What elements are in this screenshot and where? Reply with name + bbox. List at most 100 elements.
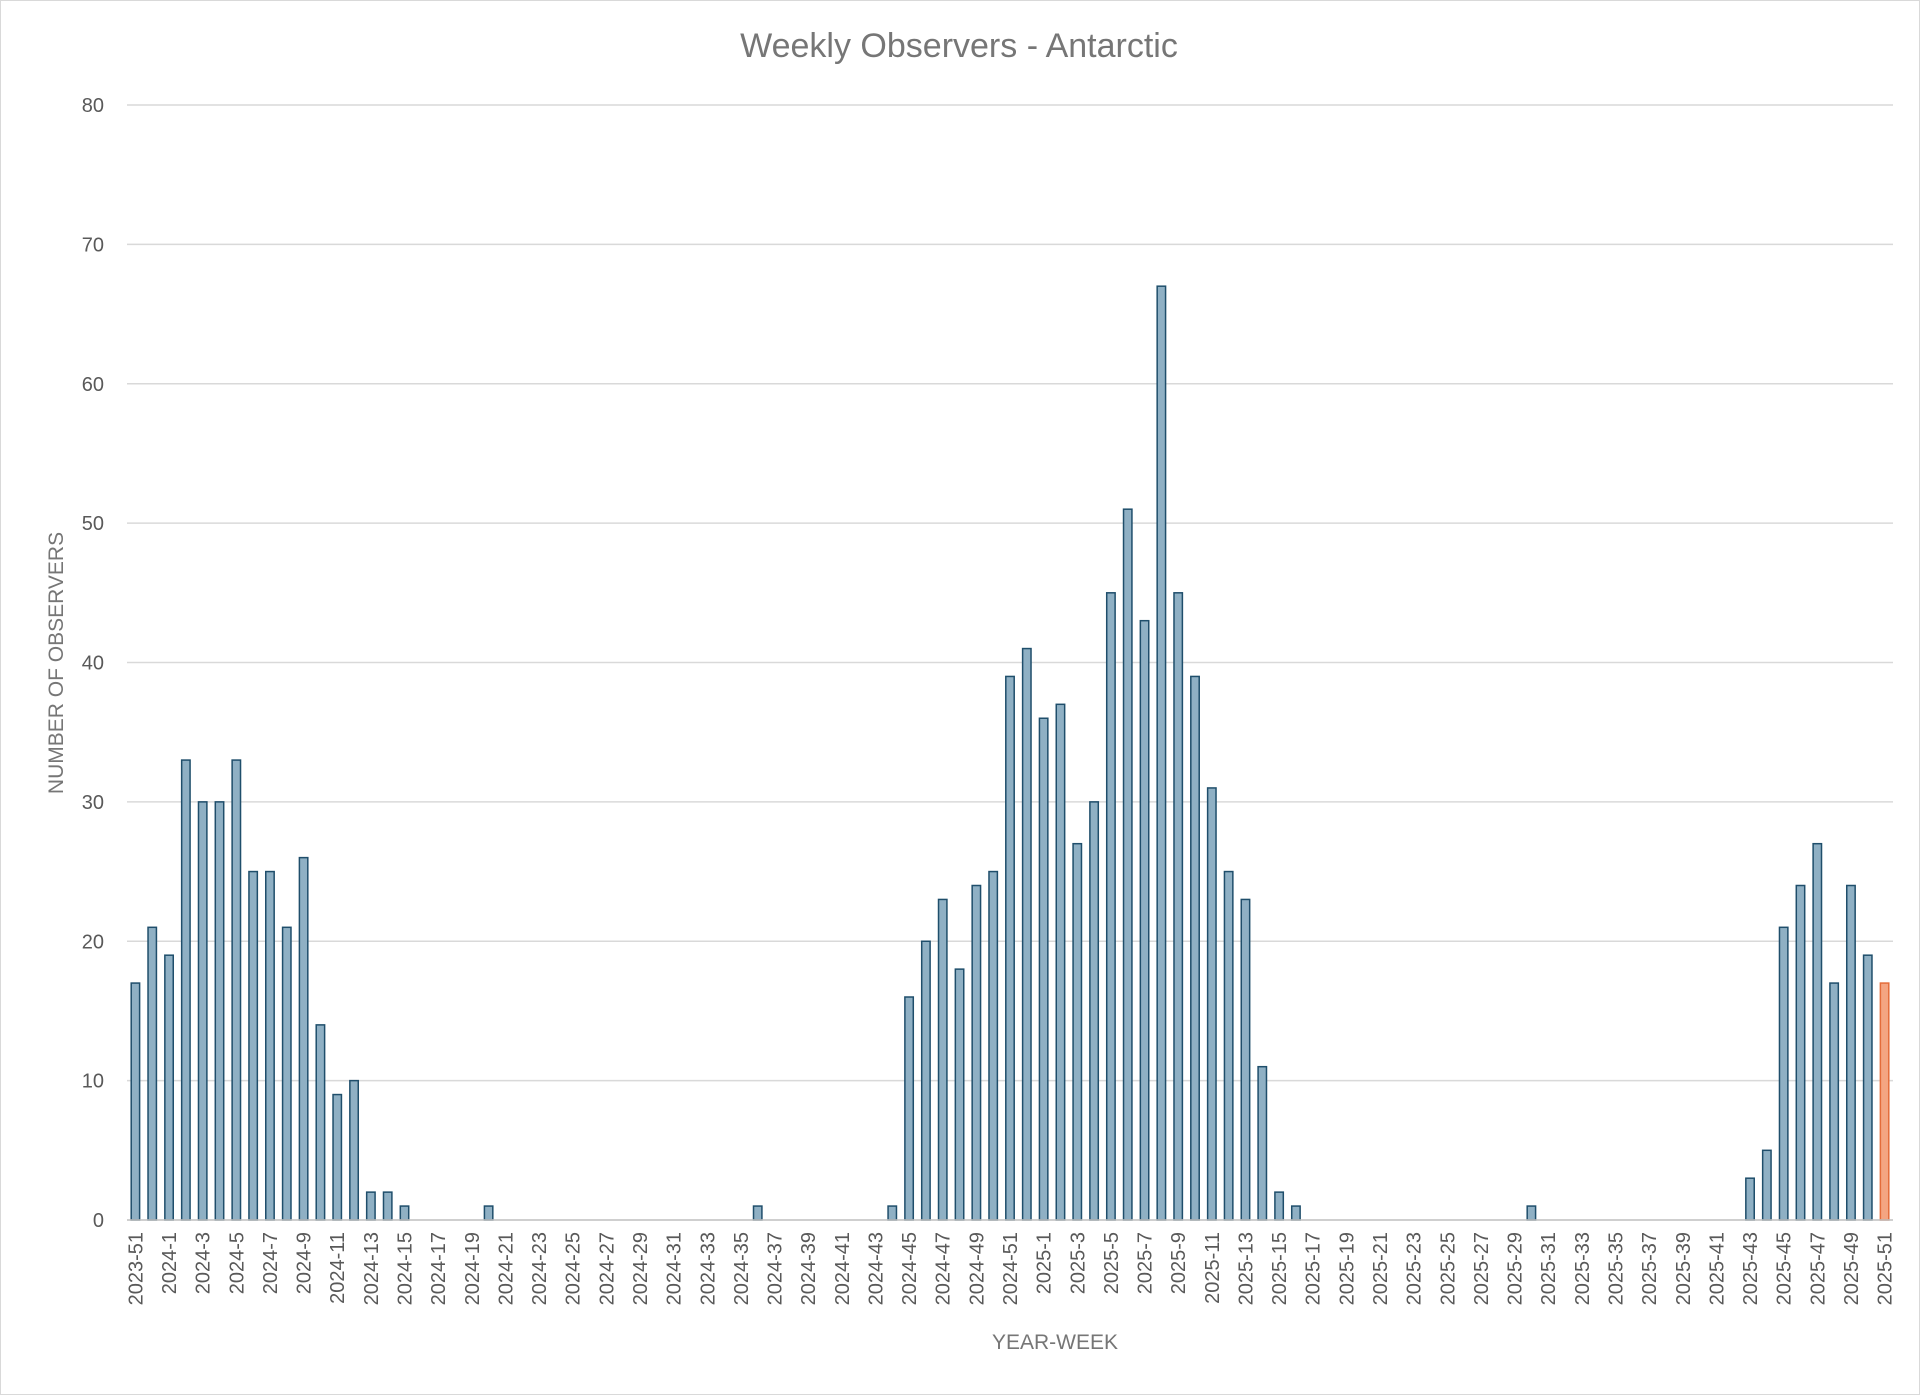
bar xyxy=(752,1205,763,1221)
bar xyxy=(231,759,242,1221)
x-tick-label: 2024-1 xyxy=(159,1232,181,1294)
bar xyxy=(349,1079,360,1221)
bar xyxy=(1223,870,1234,1221)
x-tick-label: 2025-41 xyxy=(1706,1232,1728,1305)
chart-title: Weekly Observers - Antarctic xyxy=(740,27,1178,65)
x-tick-label: 2024-7 xyxy=(260,1232,282,1294)
bar xyxy=(248,870,259,1221)
x-tick-label: 2025-43 xyxy=(1740,1232,1762,1305)
x-tick-label: 2024-41 xyxy=(832,1232,854,1305)
x-tick-label: 2025-3 xyxy=(1067,1232,1089,1294)
bar xyxy=(180,759,191,1221)
bar xyxy=(298,856,309,1221)
x-tick-label: 2025-27 xyxy=(1471,1232,1493,1305)
x-tick-label: 2025-13 xyxy=(1235,1232,1257,1305)
x-tick-label: 2025-45 xyxy=(1774,1232,1796,1305)
x-tick-label: 2025-11 xyxy=(1202,1232,1224,1304)
x-tick-label: 2025-1 xyxy=(1034,1232,1056,1294)
x-tick-label: 2025-47 xyxy=(1807,1232,1829,1305)
bar xyxy=(1038,717,1049,1221)
x-tick-label: 2025-35 xyxy=(1605,1232,1627,1305)
bar xyxy=(1072,842,1083,1221)
x-tick-label: 2024-3 xyxy=(193,1232,215,1294)
bar xyxy=(483,1205,494,1221)
bar xyxy=(399,1205,410,1221)
x-tick-label: 2024-11 xyxy=(327,1232,349,1304)
x-tick-label: 2024-29 xyxy=(630,1232,652,1305)
y-tick-label: 80 xyxy=(82,95,104,117)
bar xyxy=(1862,954,1873,1221)
x-tick-label: 2024-27 xyxy=(596,1232,618,1305)
bar xyxy=(1055,703,1066,1221)
x-tick-label: 2025-25 xyxy=(1437,1232,1459,1305)
bar xyxy=(1290,1205,1301,1221)
x-tick-label: 2024-35 xyxy=(731,1232,753,1305)
x-tick-label: 2024-47 xyxy=(933,1232,955,1305)
bar xyxy=(1156,285,1167,1221)
y-tick-label: 30 xyxy=(82,792,104,814)
bar xyxy=(1122,508,1133,1221)
bar xyxy=(1845,884,1856,1221)
bar xyxy=(1879,982,1890,1221)
x-tick-label: 2025-9 xyxy=(1168,1232,1190,1294)
y-tick-label: 0 xyxy=(93,1210,104,1232)
y-tick-label: 50 xyxy=(82,513,104,535)
bar xyxy=(937,898,948,1221)
x-tick-label: 2025-51 xyxy=(1875,1232,1897,1305)
bar xyxy=(382,1191,393,1221)
bar xyxy=(265,870,275,1221)
y-axis-title: NUMBER OF OBSERVERS xyxy=(45,532,68,794)
bar xyxy=(1206,787,1217,1221)
y-tick-label: 60 xyxy=(82,374,104,396)
x-tick-label: 2023-51 xyxy=(125,1232,147,1305)
x-tick-label: 2025-31 xyxy=(1538,1232,1560,1305)
x-tick-label: 2024-21 xyxy=(495,1232,517,1305)
x-tick-label: 2025-33 xyxy=(1572,1232,1594,1305)
bar xyxy=(920,940,931,1221)
x-tick-label: 2024-43 xyxy=(865,1232,887,1305)
x-tick-label: 2025-5 xyxy=(1101,1232,1123,1294)
x-tick-label: 2025-17 xyxy=(1303,1232,1325,1305)
x-tick-label: 2025-19 xyxy=(1336,1232,1358,1305)
bar xyxy=(315,1024,326,1221)
x-tick-label: 2025-37 xyxy=(1639,1232,1661,1305)
bar xyxy=(147,926,158,1221)
x-tick-label: 2025-39 xyxy=(1673,1232,1695,1305)
bar xyxy=(164,954,175,1221)
x-tick-label: 2024-37 xyxy=(765,1232,787,1305)
x-axis-title: YEAR-WEEK xyxy=(992,1331,1118,1354)
x-tick-labels: 2023-51 2024-1 2024-3 2024-5 2024-7 2024-9 202… xyxy=(125,1232,1896,1305)
x-tick-label: 2024-19 xyxy=(462,1232,484,1305)
y-tick-label: 70 xyxy=(82,234,104,256)
x-tick-label: 2024-51 xyxy=(1000,1232,1022,1305)
bar xyxy=(904,996,915,1221)
x-tick-label: 2025-49 xyxy=(1841,1232,1863,1305)
bar xyxy=(1005,675,1015,1221)
bar xyxy=(1257,1065,1268,1221)
bar xyxy=(954,968,965,1221)
x-tick-label: 2024-17 xyxy=(428,1232,450,1305)
bar xyxy=(1812,842,1823,1221)
bar xyxy=(1190,675,1200,1221)
bar xyxy=(1745,1177,1755,1221)
x-tick-label: 2024-9 xyxy=(294,1232,316,1294)
x-tick-label: 2024-23 xyxy=(529,1232,551,1305)
bar xyxy=(332,1093,343,1221)
bar xyxy=(1795,884,1806,1221)
bar xyxy=(1526,1205,1537,1221)
bar xyxy=(281,926,292,1221)
x-tick-label: 2025-7 xyxy=(1135,1232,1157,1294)
bar xyxy=(130,982,141,1221)
bar xyxy=(1761,1149,1772,1221)
y-tick-label: 20 xyxy=(82,931,104,953)
bar xyxy=(214,801,225,1221)
bar xyxy=(1274,1191,1285,1221)
bar xyxy=(1240,898,1251,1221)
bar xyxy=(887,1205,898,1221)
x-tick-label: 2024-49 xyxy=(966,1232,988,1305)
bar xyxy=(988,870,999,1221)
x-tick-label: 2024-13 xyxy=(361,1232,383,1305)
y-tick-label: 10 xyxy=(82,1071,104,1093)
x-tick-label: 2024-39 xyxy=(798,1232,820,1305)
